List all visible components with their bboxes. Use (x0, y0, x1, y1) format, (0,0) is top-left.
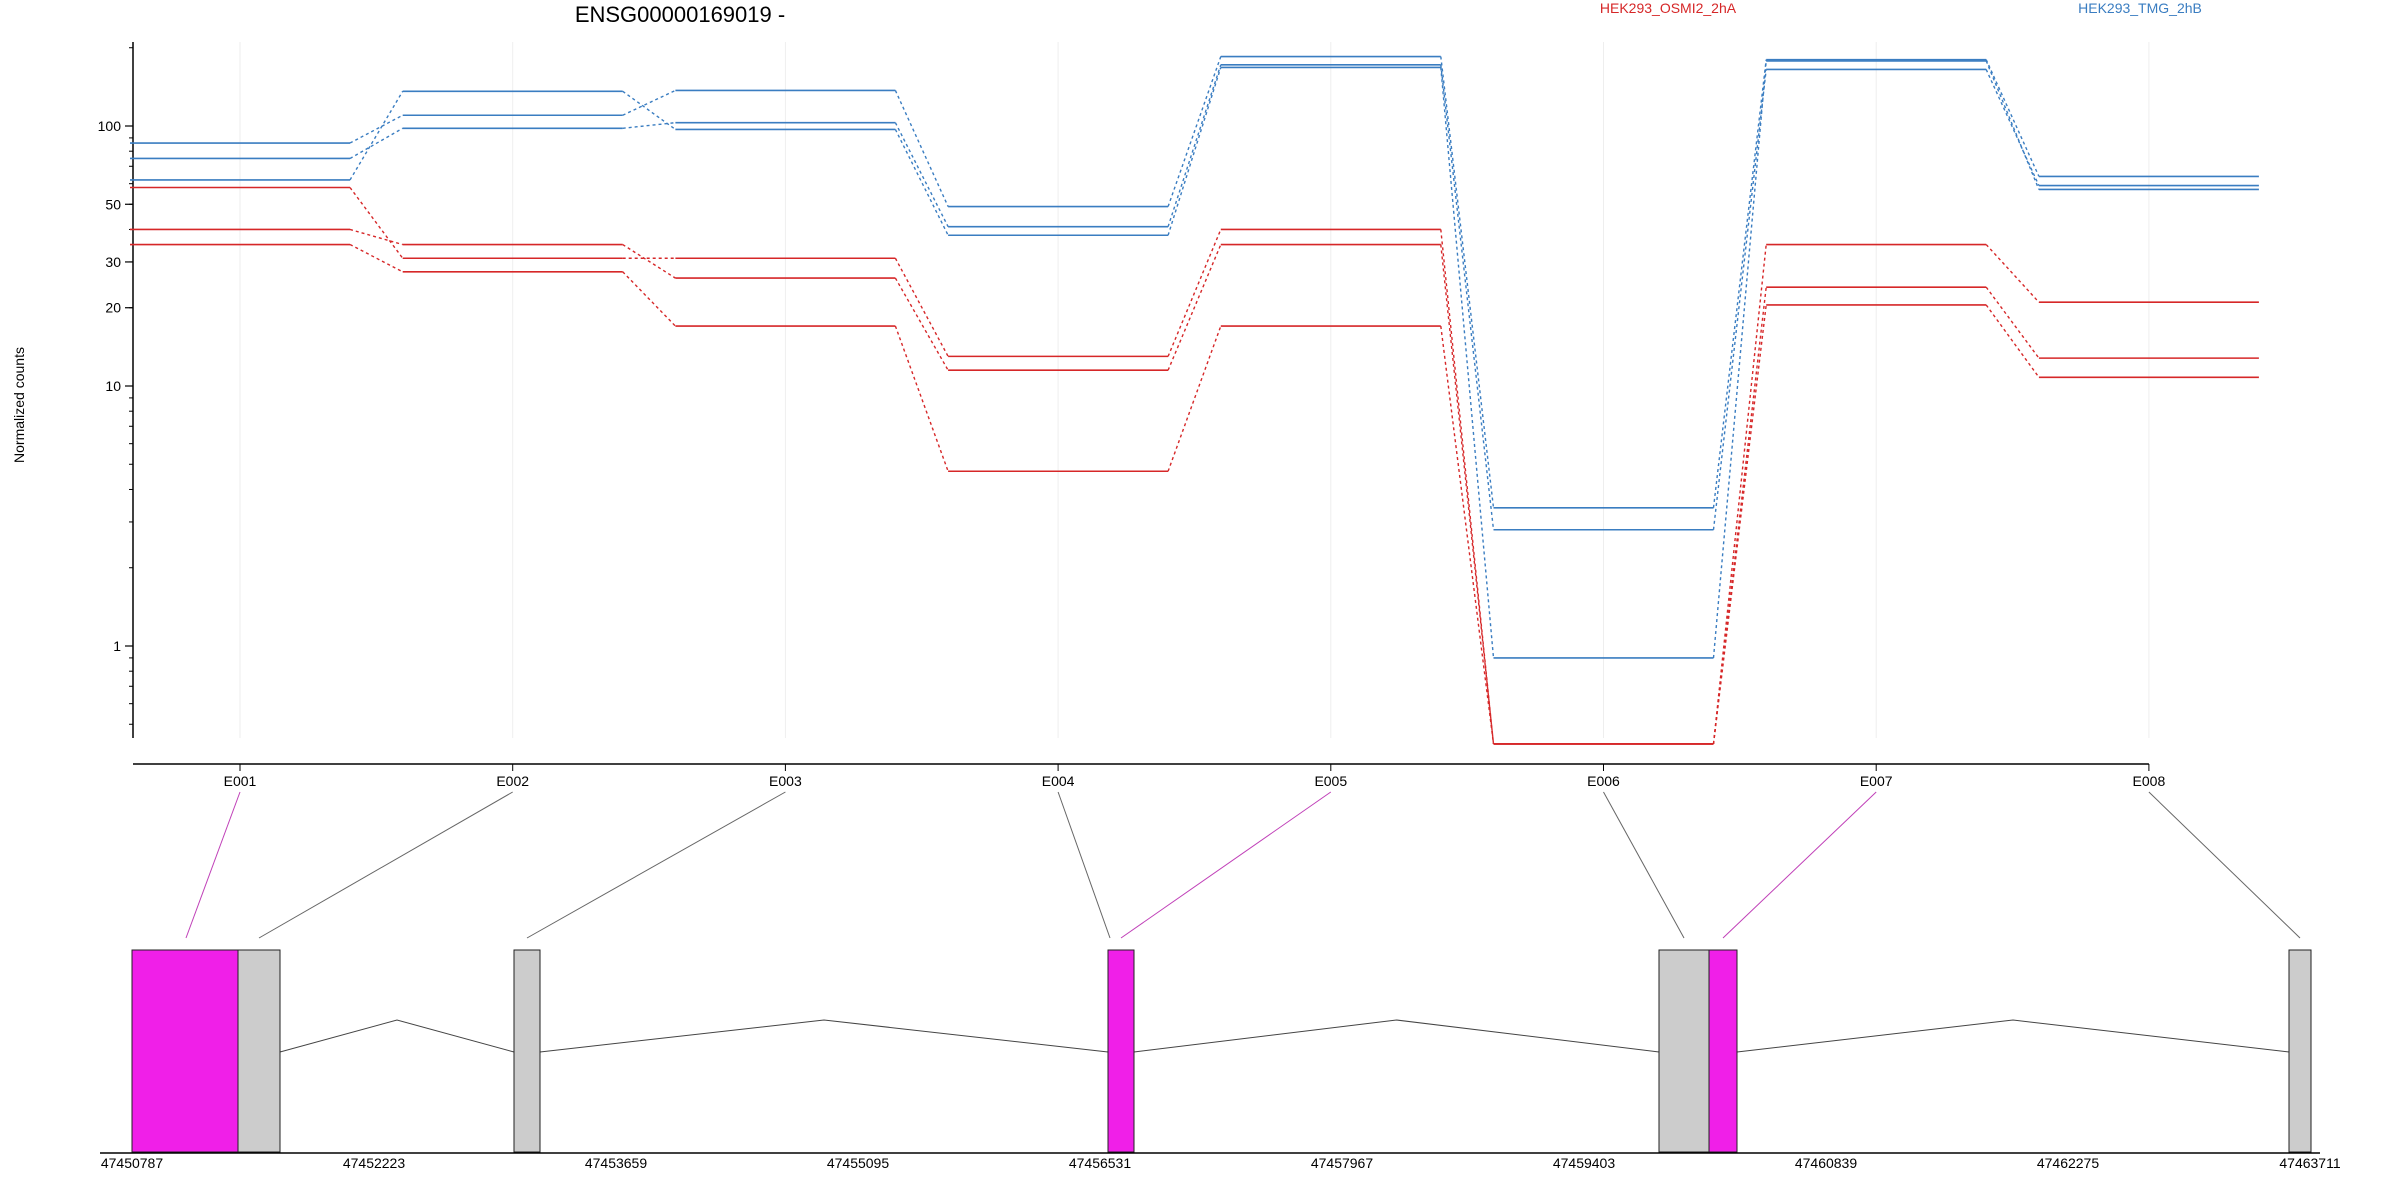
axes: 1 10 20 30 50 100 E001 E002 E003 E004 E005 E006 E007… (98, 42, 2166, 789)
connector-E008 (2148, 791, 2301, 939)
series-2-connector (1167, 67, 1222, 236)
series-0-connector (1440, 56, 1495, 508)
x-tick-label-E005: E005 (1314, 773, 1347, 789)
series-2-connector (1440, 67, 1495, 658)
series-2-connector (1985, 60, 2040, 190)
legend-label-osmi2: HEK293_OSMI2_2hA (1600, 0, 1737, 16)
exon-connectors (185, 791, 2301, 939)
coordinate-label: 47456531 (1069, 1155, 1132, 1171)
series-5-connector (622, 271, 676, 327)
gridlines (239, 42, 2150, 738)
x-tick-label-E007: E007 (1860, 773, 1893, 789)
x-tick-label-E003: E003 (769, 773, 802, 789)
series-lines (130, 55, 2259, 745)
connector-E005 (1120, 791, 1332, 939)
series-3-connector (1985, 244, 2040, 303)
series-0-connector (1712, 59, 1767, 508)
intron-2 (539, 1019, 1109, 1053)
connector-E001 (185, 791, 241, 939)
chart-title: ENSG00000169019 - (575, 2, 785, 27)
intron-4 (1736, 1019, 2290, 1053)
series-0-connector (349, 114, 404, 144)
series-5-connector (894, 325, 949, 472)
y-tick-label: 50 (105, 196, 121, 212)
series-3-connector (894, 257, 949, 357)
series-5-connector (1167, 325, 1222, 472)
series-4-connector (1985, 286, 2040, 359)
coordinate-label: 47455095 (827, 1155, 890, 1171)
y-tick-label: 20 (105, 300, 121, 316)
series-4-connector (894, 277, 949, 371)
y-tick-label: 1 (113, 638, 121, 654)
exon-block-7 (2288, 949, 2312, 1153)
series-4-connector (622, 243, 676, 279)
series-0-connector (1167, 56, 1222, 207)
series-1-connector (1985, 69, 2040, 186)
x-tick-label-E001: E001 (224, 773, 257, 789)
intron-1 (279, 1019, 515, 1053)
connector-E002 (258, 791, 513, 939)
series-2-connector (1712, 60, 1767, 658)
series-1-connector (1712, 69, 1767, 530)
series-3-connector (349, 187, 404, 259)
coordinate-label: 47463711 (2279, 1155, 2340, 1171)
series-1-connector (894, 122, 949, 227)
series-5-connector (1712, 304, 1767, 745)
y-axis-label: Normalized counts (11, 347, 27, 463)
series-2-connector (349, 90, 404, 181)
series-1-connector (1167, 64, 1222, 227)
series-3-connector (1712, 244, 1767, 745)
gene-model: 47450787 47452223 47453659 47455095 47456531… (100, 949, 2341, 1171)
connector-E007 (1722, 791, 1877, 939)
exon-block-6 (1708, 949, 1738, 1153)
x-tick-label-E002: E002 (496, 773, 529, 789)
series-5-connector (1440, 325, 1495, 745)
series-4-connector (1712, 287, 1767, 745)
series-5-connector (1985, 304, 2040, 378)
coordinate-label: 47459403 (1553, 1155, 1616, 1171)
x-tick-label-E008: E008 (2133, 773, 2166, 789)
connector-E004 (1057, 791, 1111, 939)
series-4-connector (349, 228, 403, 246)
series-2-connector (894, 129, 949, 236)
coordinate-label: 47460839 (1795, 1155, 1858, 1171)
exon-block-1 (131, 949, 239, 1153)
series-1-connector (1440, 64, 1495, 530)
connector-E006 (1603, 791, 1685, 939)
intron-3 (1133, 1019, 1660, 1053)
series-2-connector (622, 90, 676, 131)
legend-label-tmg: HEK293_TMG_2hB (2078, 0, 2202, 16)
coordinate-label: 47452223 (343, 1155, 406, 1171)
coordinate-label: 47453659 (585, 1155, 648, 1171)
x-tick-label-E006: E006 (1587, 773, 1620, 789)
series-1-connector (349, 127, 404, 160)
exon-block-4 (1107, 949, 1135, 1153)
series-0-connector (894, 90, 949, 207)
series-0-connector (1985, 59, 2040, 177)
exon-block-2 (237, 949, 281, 1153)
y-tick-label: 10 (105, 378, 121, 394)
series-4-connector (1440, 244, 1495, 745)
y-tick-label: 100 (98, 118, 122, 134)
coordinate-label: 47457967 (1311, 1155, 1374, 1171)
y-tick-label: 30 (105, 254, 121, 270)
connector-E003 (526, 791, 786, 939)
series-0-connector (622, 89, 676, 116)
series-5-connector (349, 243, 404, 273)
coordinate-label: 47450787 (101, 1155, 164, 1171)
series-3-connector (1440, 229, 1495, 745)
x-tick-label-E004: E004 (1042, 773, 1075, 789)
series-4-connector (1167, 244, 1222, 371)
exon-block-3 (513, 949, 541, 1153)
exon-block-5 (1658, 949, 1710, 1153)
series-3-connector (1167, 229, 1222, 357)
coordinate-label: 47462275 (2037, 1155, 2100, 1171)
